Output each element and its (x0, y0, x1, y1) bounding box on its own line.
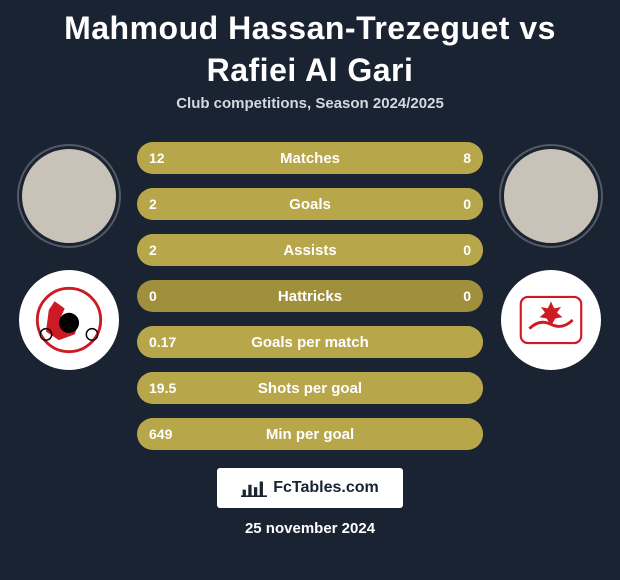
stat-row: 0 0Hattricks (137, 280, 483, 312)
shield-icon (33, 284, 105, 356)
stat-value-left: 0.17 (149, 326, 176, 358)
stat-value-right: 0 (463, 234, 471, 266)
club-left-logo (19, 270, 119, 370)
bar-fill-left (137, 188, 483, 220)
stat-row: 128Matches (137, 142, 483, 174)
stat-row: 19.5Shots per goal (137, 372, 483, 404)
stat-bars: 128Matches20Goals20Assists00Hattricks0.1… (137, 142, 483, 450)
stat-row: 20Assists (137, 234, 483, 266)
brand-badge: FcTables.com (217, 468, 403, 508)
footer-date: 25 november 2024 (0, 520, 620, 537)
emblem-icon (515, 284, 587, 356)
comparison-main: 128Matches20Goals20Assists00Hattricks0.1… (0, 142, 620, 450)
stat-label: Hattricks (137, 280, 483, 312)
page-subtitle: Club competitions, Season 2024/2025 (0, 95, 620, 112)
stat-value-left: 2 (149, 234, 157, 266)
stat-value-right: 8 (463, 142, 471, 174)
stat-row: 20Goals (137, 188, 483, 220)
player-right-avatar (501, 146, 601, 246)
club-right-logo (501, 270, 601, 370)
bar-fill-left (137, 234, 483, 266)
stat-value-left: 649 (149, 418, 172, 450)
bar-fill-left (137, 418, 483, 450)
right-column (501, 142, 601, 370)
stat-value-left: 0 (149, 280, 157, 312)
bar-fill-left (137, 372, 483, 404)
stat-value-right: 0 (463, 188, 471, 220)
bar-fill-left (137, 142, 345, 174)
stat-value-left: 12 (149, 142, 165, 174)
stat-value-left: 19.5 (149, 372, 176, 404)
stat-value-right: 0 (463, 280, 471, 312)
bar-fill-left (137, 326, 483, 358)
page-title: Mahmoud Hassan-Trezeguet vs Rafiei Al Ga… (0, 0, 620, 95)
player-left-avatar (19, 146, 119, 246)
stat-row: 0.17Goals per match (137, 326, 483, 358)
stat-row: 649Min per goal (137, 418, 483, 450)
left-column (19, 142, 119, 370)
brand-text: FcTables.com (273, 479, 379, 497)
chart-icon (241, 477, 267, 499)
stat-value-left: 2 (149, 188, 157, 220)
